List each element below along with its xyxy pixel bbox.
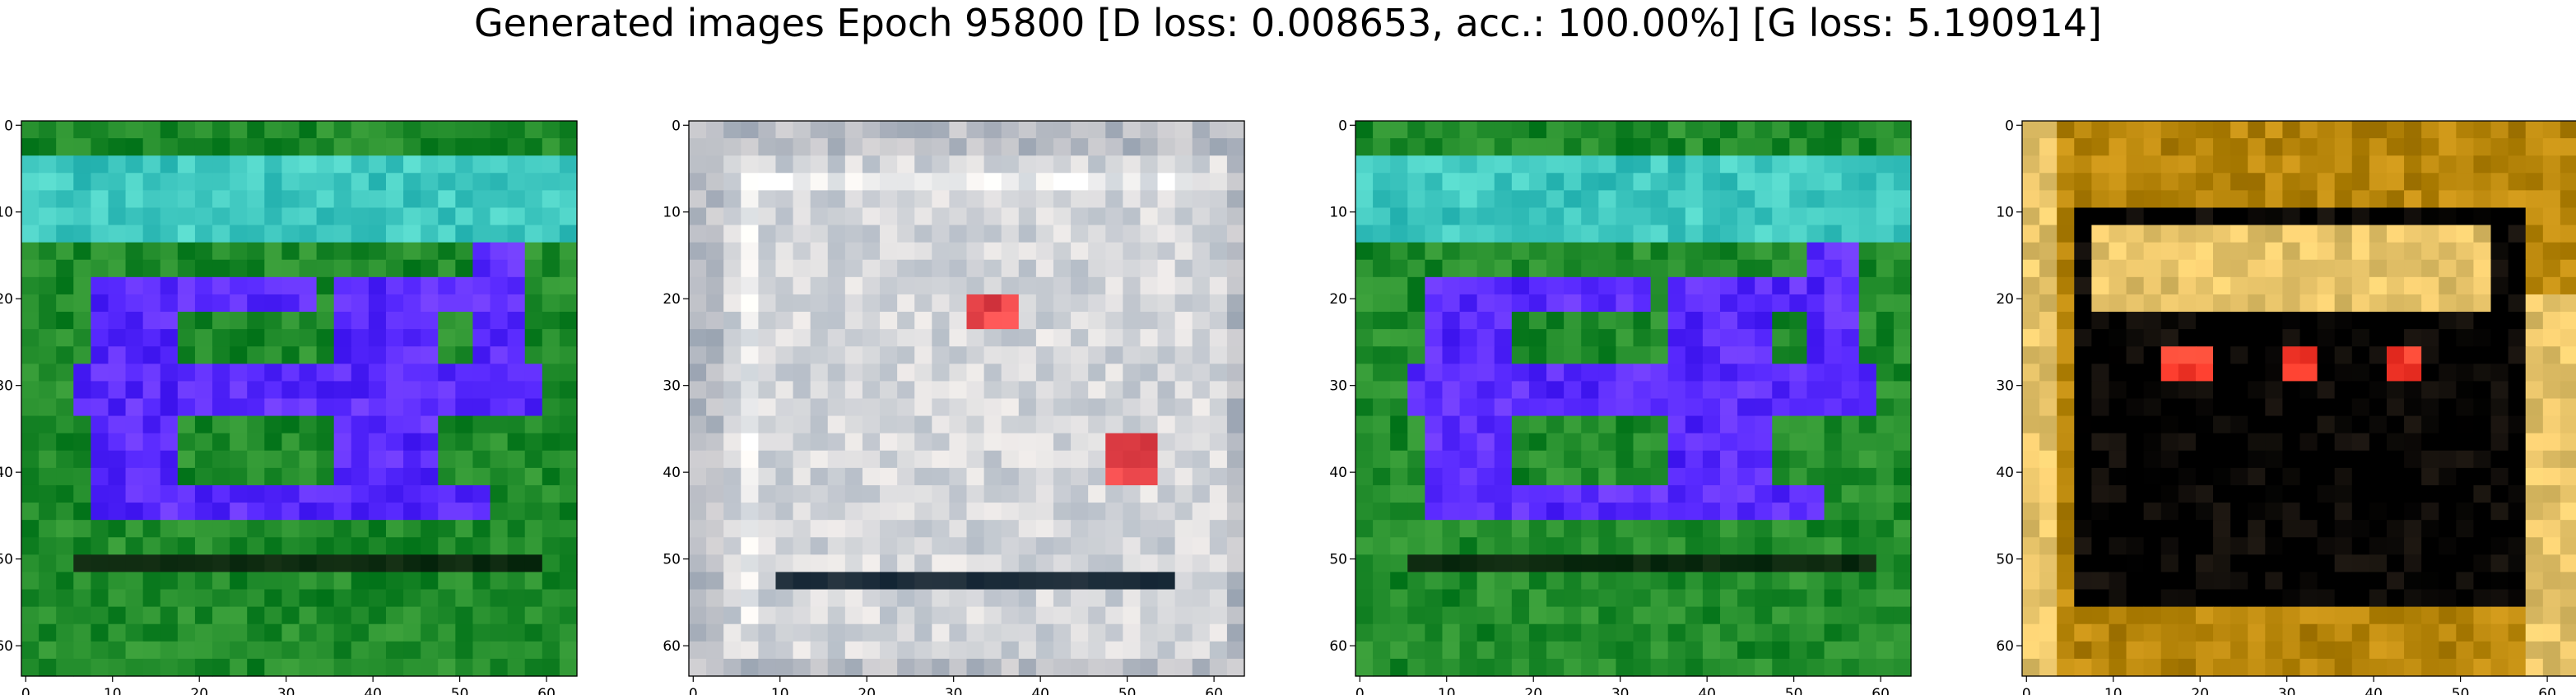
- y-tick-label: 20: [1329, 291, 1347, 308]
- x-tick-label: 50: [2452, 686, 2470, 695]
- y-tick-label: 20: [0, 291, 13, 308]
- y-tick-label: 50: [1996, 552, 2014, 568]
- axes-frame-2: [688, 120, 1245, 677]
- x-tick-label: 10: [104, 686, 122, 695]
- x-tick-label: 20: [858, 686, 876, 695]
- y-tick-label: 30: [1329, 378, 1347, 395]
- x-tick-label: 0: [1355, 686, 1365, 695]
- x-tick-label: 10: [2104, 686, 2123, 695]
- y-tick-label: 50: [1329, 552, 1347, 568]
- y-tick-label: 10: [1329, 205, 1347, 221]
- y-tick-label: 50: [0, 552, 13, 568]
- y-tick-label: 10: [663, 205, 681, 221]
- y-tick-label: 10: [0, 205, 13, 221]
- image-panel-4: 0 10 20 30 40 50 60 0 10 20 30 40 50 60: [1996, 118, 2576, 695]
- y-tick-label: 0: [1338, 118, 1347, 134]
- image-panel-3: 0 10 20 30 40 50 60 0 10 20 30 40 50 60: [1329, 118, 1912, 695]
- y-tick-label: 60: [663, 638, 681, 655]
- y-tick-label: 40: [663, 465, 681, 481]
- y-tick-label: 60: [1329, 638, 1347, 655]
- x-tick-label: 40: [1698, 686, 1716, 695]
- image-panel-1: 0 10 20 30 40 50 60 0 10 20 30 40 50 60: [0, 118, 578, 695]
- image-pixels-1: [21, 121, 578, 677]
- y-tick-label: 60: [1996, 638, 2014, 655]
- x-tick-label: 20: [1524, 686, 1542, 695]
- axes-frame-3: [1355, 120, 1912, 677]
- x-tick-label: 0: [2022, 686, 2031, 695]
- y-tick-label: 30: [663, 378, 681, 395]
- y-tick-label: 40: [1996, 465, 2014, 481]
- axes-frame-4: [2021, 120, 2576, 677]
- x-tick-label: 50: [1118, 686, 1137, 695]
- x-tick-label: 30: [2278, 686, 2296, 695]
- x-tick-label: 60: [1205, 686, 1223, 695]
- x-tick-label: 60: [537, 686, 556, 695]
- x-tick-label: 20: [2191, 686, 2209, 695]
- x-tick-label: 30: [277, 686, 295, 695]
- y-tick-label: 0: [672, 118, 681, 134]
- y-tick-label: 50: [663, 552, 681, 568]
- y-tick-label: 20: [1996, 291, 2014, 308]
- y-tick-label: 30: [0, 378, 13, 395]
- figure-title: Generated images Epoch 95800 [D loss: 0.…: [473, 1, 2103, 45]
- y-tick-label: 0: [4, 118, 13, 134]
- image-pixels-3: [1355, 121, 1912, 677]
- x-tick-label: 20: [190, 686, 208, 695]
- x-tick-label: 40: [2364, 686, 2383, 695]
- y-tick-label: 0: [2005, 118, 2014, 134]
- y-tick-label: 30: [1996, 378, 2014, 395]
- y-tick-label: 60: [0, 638, 13, 655]
- x-tick-label: 60: [2538, 686, 2556, 695]
- image-pixels-2: [689, 121, 1245, 677]
- x-tick-label: 60: [1872, 686, 1890, 695]
- x-tick-label: 30: [1611, 686, 1630, 695]
- image-pixels-4: [2022, 121, 2576, 677]
- y-tick-label: 40: [1329, 465, 1347, 481]
- y-tick-label: 40: [0, 465, 13, 481]
- x-tick-label: 0: [689, 686, 698, 695]
- x-tick-label: 50: [1785, 686, 1803, 695]
- x-tick-label: 50: [451, 686, 469, 695]
- x-tick-label: 10: [771, 686, 789, 695]
- x-tick-label: 0: [21, 686, 30, 695]
- y-tick-label: 20: [663, 291, 681, 308]
- x-tick-label: 40: [364, 686, 382, 695]
- y-tick-label: 10: [1996, 205, 2014, 221]
- image-panel-2: 0 10 20 30 40 50 60 0 10 20 30 40 50 60: [663, 118, 1245, 695]
- axes-frame-1: [21, 120, 578, 677]
- x-tick-label: 30: [945, 686, 963, 695]
- x-tick-label: 10: [1438, 686, 1456, 695]
- x-tick-label: 40: [1031, 686, 1049, 695]
